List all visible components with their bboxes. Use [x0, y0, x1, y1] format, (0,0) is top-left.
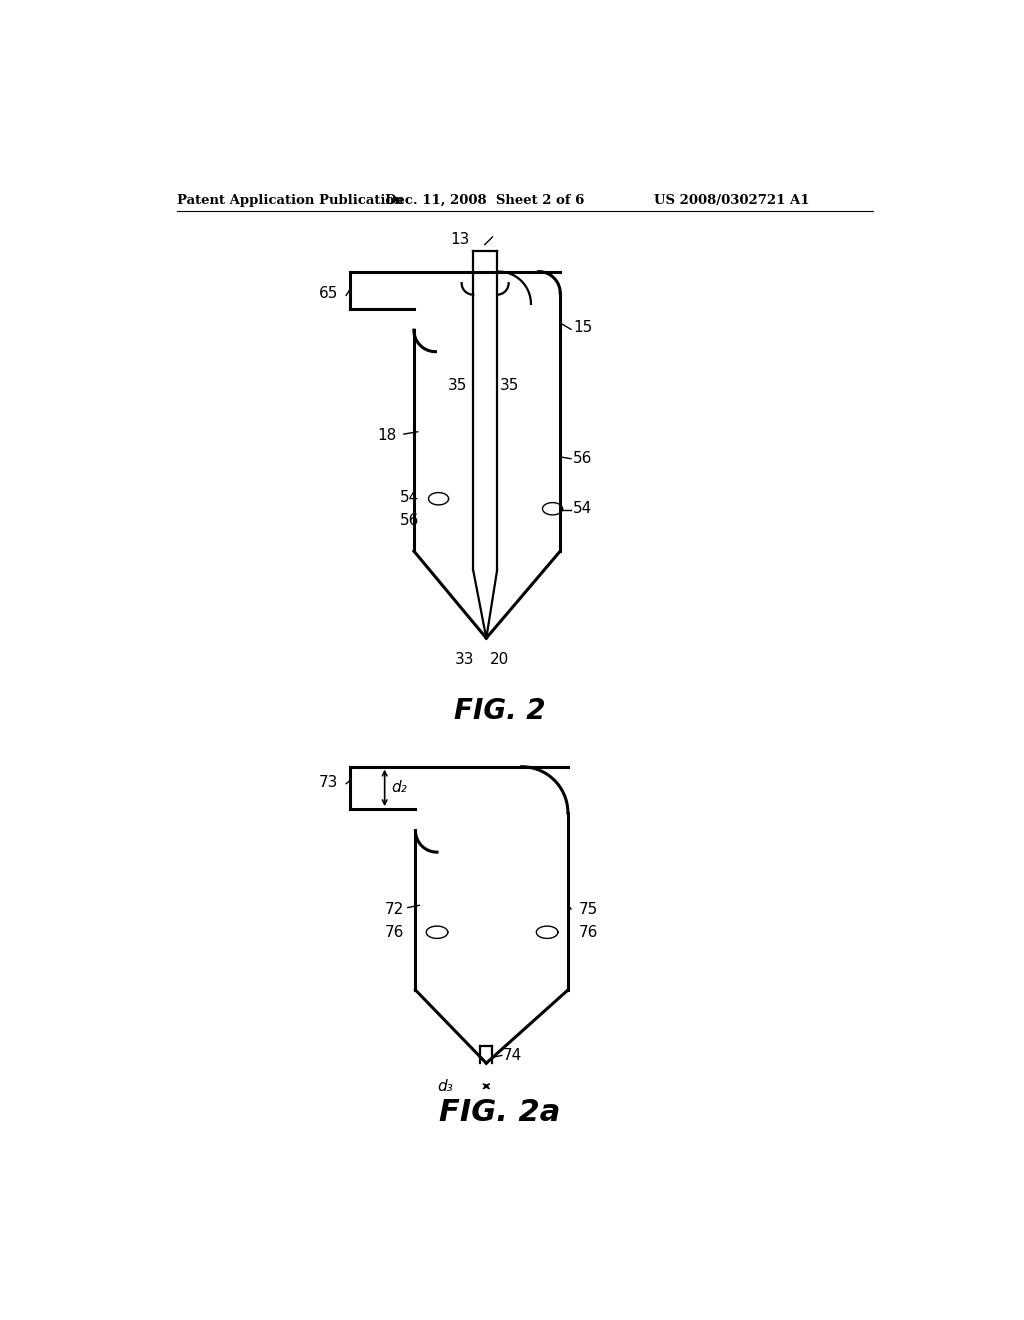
Text: 56: 56: [573, 451, 593, 466]
Text: 54: 54: [573, 502, 593, 516]
Text: 75: 75: [579, 902, 598, 916]
Text: 56: 56: [400, 512, 419, 528]
Text: d₂: d₂: [391, 780, 407, 795]
Text: 18: 18: [377, 428, 396, 444]
Text: 73: 73: [319, 775, 339, 789]
Text: FIG. 2: FIG. 2: [455, 697, 546, 726]
Text: 13: 13: [451, 232, 470, 247]
Text: d₃: d₃: [438, 1078, 454, 1094]
Text: 72: 72: [385, 902, 403, 916]
Text: FIG. 2a: FIG. 2a: [439, 1098, 561, 1127]
Text: 76: 76: [579, 925, 598, 940]
Text: 74: 74: [503, 1048, 522, 1063]
Text: 54: 54: [400, 490, 419, 504]
Text: 35: 35: [447, 378, 467, 393]
Text: Dec. 11, 2008  Sheet 2 of 6: Dec. 11, 2008 Sheet 2 of 6: [385, 194, 585, 207]
Text: 76: 76: [385, 925, 403, 940]
Text: US 2008/0302721 A1: US 2008/0302721 A1: [654, 194, 810, 207]
Text: 15: 15: [573, 321, 593, 335]
Text: Patent Application Publication: Patent Application Publication: [177, 194, 403, 207]
Text: 20: 20: [490, 652, 509, 667]
Text: 35: 35: [500, 378, 519, 393]
Text: 33: 33: [456, 652, 475, 667]
Text: 65: 65: [319, 285, 339, 301]
